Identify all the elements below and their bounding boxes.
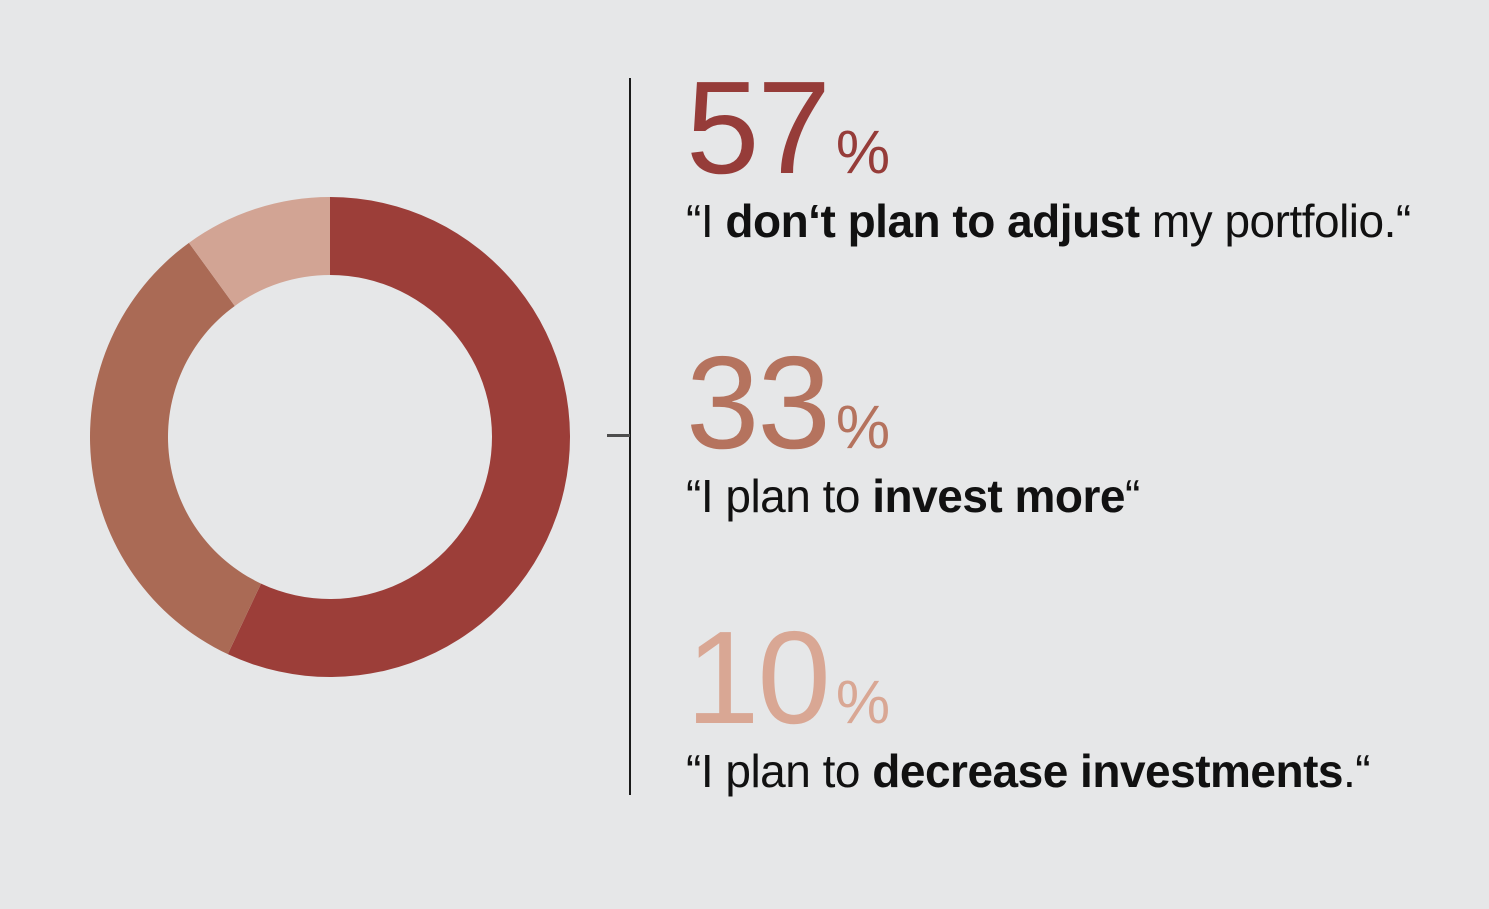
percent-number: 57: [686, 54, 831, 201]
quote-suffix: .“: [1343, 745, 1371, 797]
donut-slice: [188, 197, 330, 306]
quote-bold: don‘t plan to adjust: [725, 195, 1140, 247]
quote-decrease: “I plan to decrease investments.“: [686, 744, 1371, 799]
quote-bold: decrease investments: [872, 745, 1343, 797]
percent-value-10: 10%: [686, 612, 1370, 744]
percent-value-33: 33%: [686, 337, 1140, 469]
quote-bold: invest more: [872, 470, 1125, 522]
callout-invest-more: 33% “I plan to invest more“: [686, 337, 1140, 524]
quote-no-adjust: “I don‘t plan to adjust my portfolio.“: [686, 194, 1411, 249]
percent-number: 10: [686, 604, 831, 751]
quote-invest-more: “I plan to invest more“: [686, 469, 1140, 524]
percent-number: 33: [686, 329, 831, 476]
quote-prefix: “I: [686, 195, 726, 247]
donut-chart: [89, 197, 570, 677]
divider-line: [629, 78, 631, 795]
quote-prefix: “I plan to: [686, 470, 873, 522]
divider-tick: [607, 434, 630, 437]
callout-no-adjust: 57% “I don‘t plan to adjust my portfolio…: [686, 62, 1411, 249]
donut-slice: [89, 242, 262, 655]
quote-suffix: “: [1125, 470, 1140, 522]
percent-sign: %: [835, 668, 891, 736]
quote-prefix: “I plan to: [686, 745, 873, 797]
quote-suffix: my portfolio.“: [1139, 195, 1411, 247]
percent-sign: %: [835, 118, 891, 186]
donut-slice: [227, 197, 570, 677]
percent-value-57: 57%: [686, 62, 1411, 194]
percent-sign: %: [835, 393, 891, 461]
callout-decrease: 10% “I plan to decrease investments.“: [686, 612, 1371, 799]
